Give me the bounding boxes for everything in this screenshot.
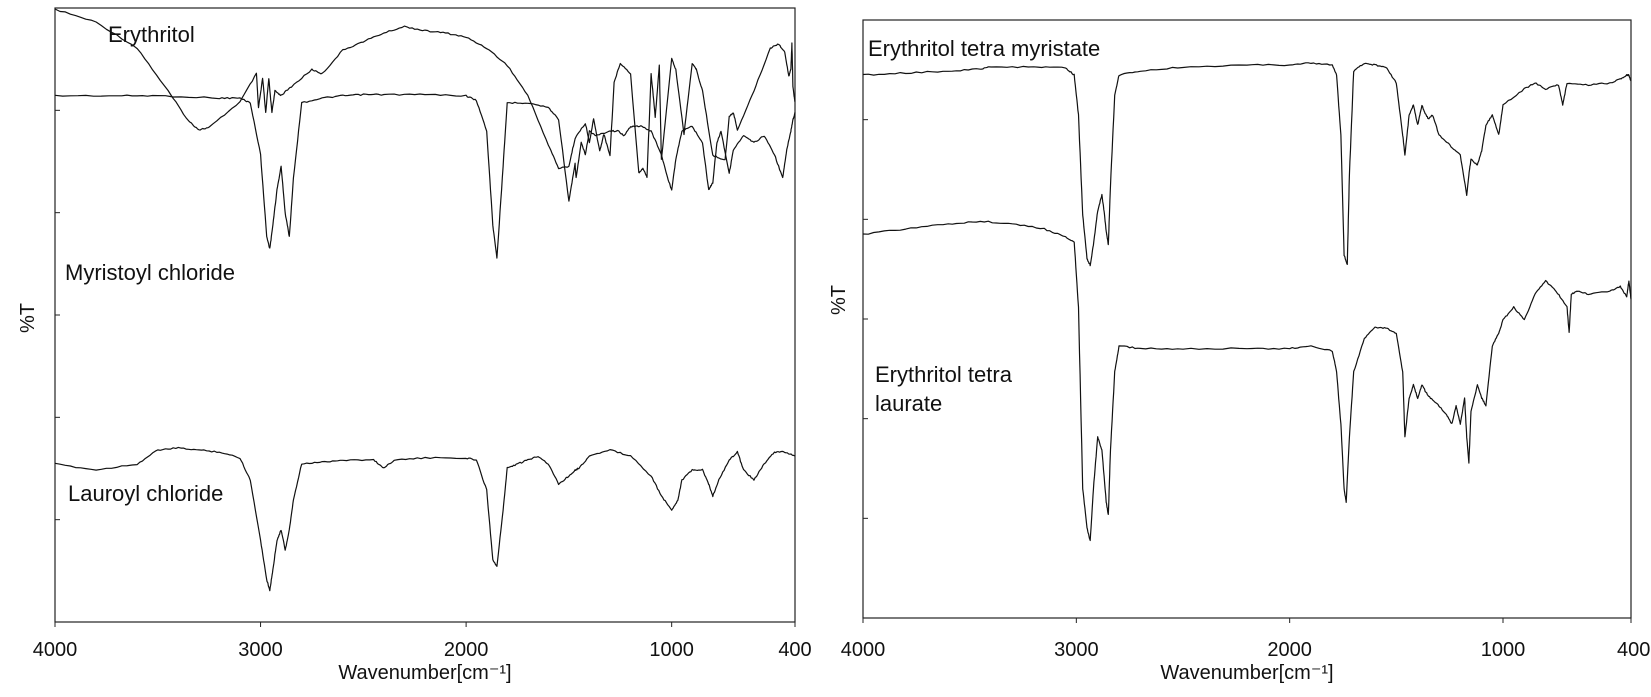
label-myristoyl-chloride: Myristoyl chloride [65,260,235,285]
spectrum-lauroyl-chloride [54,446,796,592]
right-plot-frame [862,19,1632,619]
x-tick-label: 4000 [33,639,78,661]
x-tick-label: 1000 [1481,639,1526,661]
right-y-axis-label: %T [828,285,850,315]
x-tick-label: 400 [778,639,811,661]
left-x-axis-label: Wavenumber[cm⁻¹] [338,662,511,684]
x-tick-label: 4000 [841,639,886,661]
x-tick-label: 400 [1617,639,1650,661]
x-tick-label: 2000 [1267,639,1312,661]
x-tick-label: 2000 [444,639,489,661]
spectrum-erythritol [54,8,796,178]
left-spectra-panel: 4000 3000 2000 1000 400 Erythritol Myristoyl… [17,7,812,684]
left-y-axis-label: %T [17,303,39,333]
label-erythritol: Erythritol [108,22,195,47]
left-plot-frame [54,7,796,623]
x-tick-label: 3000 [238,639,283,661]
spectrum-myristoyl-chloride [54,93,796,259]
spectrum-erythritol-tetra-myristate [862,62,1632,267]
label-erythritol-tetra-laurate-line2: laurate [875,391,942,416]
spectrum-erythritol-tetra-laurate [862,220,1632,542]
x-tick-label: 3000 [1054,639,1099,661]
label-erythritol-tetra-laurate-line1: Erythritol tetra [875,362,1013,387]
label-lauroyl-chloride: Lauroyl chloride [68,481,223,506]
label-erythritol-tetra-myristate: Erythritol tetra myristate [868,36,1100,61]
x-tick-label: 1000 [649,639,694,661]
right-x-axis-label: Wavenumber[cm⁻¹] [1160,662,1333,684]
right-spectra-panel: 4000 3000 2000 1000 400 Erythritol tetra myr… [828,19,1650,684]
